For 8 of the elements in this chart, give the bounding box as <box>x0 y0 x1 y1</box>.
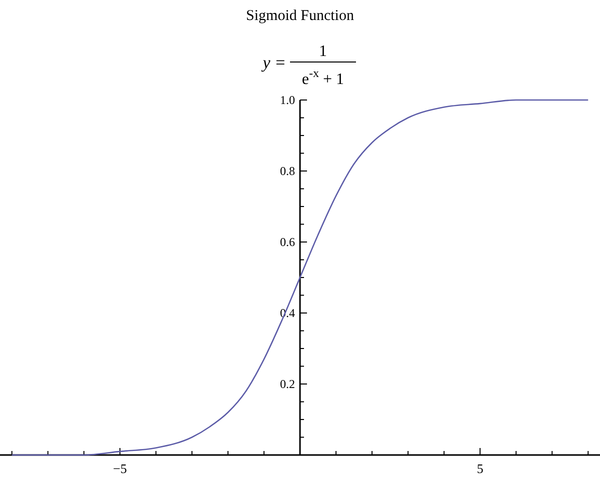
y-tick-label: 0.8 <box>280 164 295 178</box>
y-tick-label: 1.0 <box>280 93 295 107</box>
chart-title: Sigmoid Function <box>246 8 354 24</box>
formula: y = 1 e$^{-x}$ + 1 <box>262 43 356 88</box>
x-tick-label: −5 <box>113 461 127 476</box>
y-tick-label: 0.2 <box>280 377 295 391</box>
x-tick-label: 5 <box>476 461 484 476</box>
y-tick-label: 0.6 <box>280 235 295 249</box>
